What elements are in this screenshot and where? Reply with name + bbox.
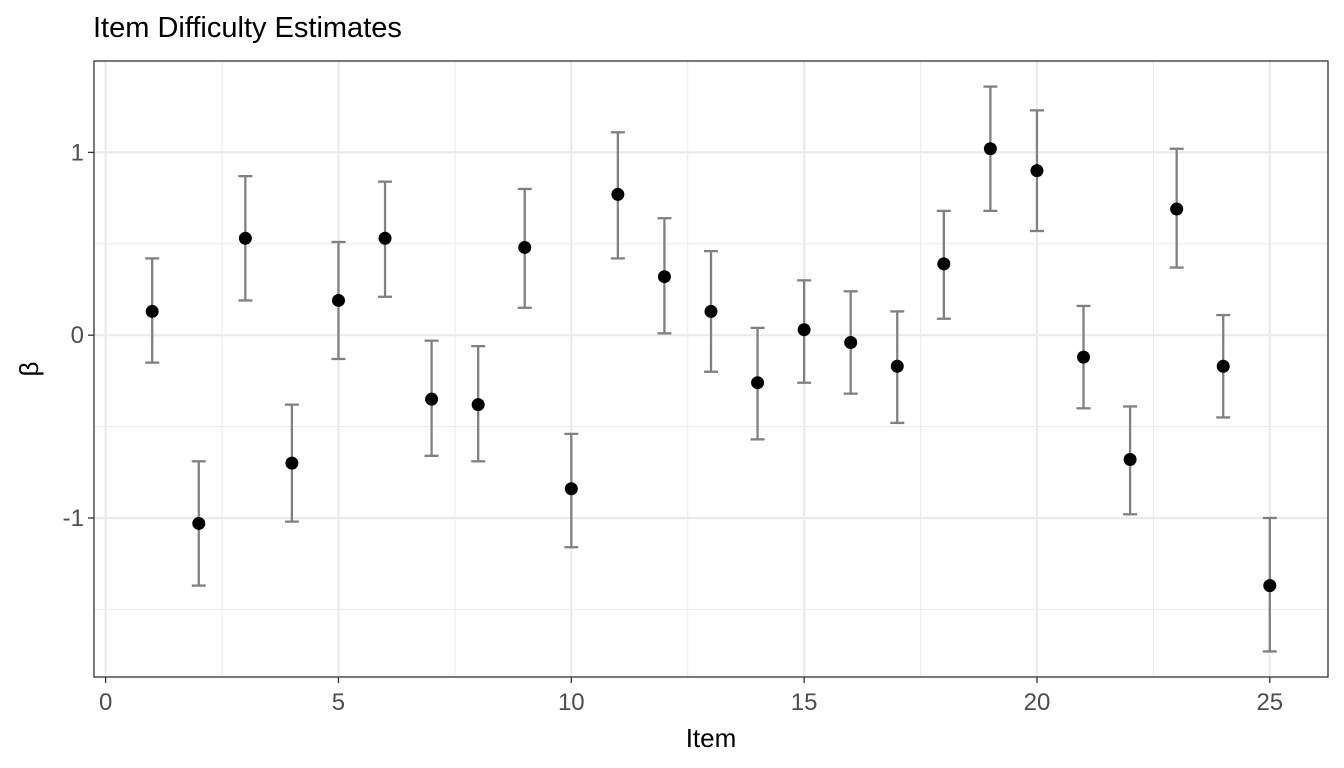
data-point [611, 187, 625, 201]
error-bars [145, 85, 1277, 653]
data-point [1216, 359, 1230, 373]
y-axis-title: β [14, 362, 44, 377]
x-axis-title: Item [686, 723, 737, 753]
data-point [844, 335, 858, 349]
data-point [1030, 164, 1044, 178]
y-tick-label: -1 [63, 505, 84, 532]
data-point [937, 257, 951, 271]
data-point [192, 516, 206, 530]
data-point [1263, 579, 1277, 593]
data-point [145, 304, 159, 318]
data-point [378, 231, 392, 245]
data-point [564, 482, 578, 496]
data-point [657, 270, 671, 284]
y-tick-label: 0 [71, 322, 84, 349]
data-point [238, 231, 252, 245]
data-point [518, 240, 532, 254]
data-point [797, 323, 811, 337]
data-point [1077, 350, 1091, 364]
x-tick-label: 15 [791, 689, 818, 716]
x-tick-label: 10 [558, 689, 585, 716]
data-point [425, 392, 439, 406]
data-point [704, 304, 718, 318]
data-point [331, 293, 345, 307]
data-point [471, 398, 485, 412]
data-point [751, 376, 765, 390]
x-tick-label: 5 [332, 689, 345, 716]
data-point [1170, 202, 1184, 216]
x-tick-label: 20 [1024, 689, 1051, 716]
chart-title: Item Difficulty Estimates [93, 12, 402, 44]
y-tick-label: 1 [71, 139, 84, 166]
panel-border [93, 60, 1329, 678]
y-axis: -1 0 1 [63, 139, 94, 532]
x-axis: 0 5 10 15 20 25 [99, 677, 1283, 716]
x-tick-label: 0 [99, 689, 112, 716]
data-point [285, 456, 299, 470]
data-point [1123, 452, 1137, 466]
x-tick-label: 25 [1256, 689, 1283, 716]
data-points [145, 142, 1277, 593]
data-point [890, 359, 904, 373]
data-point [983, 142, 997, 156]
